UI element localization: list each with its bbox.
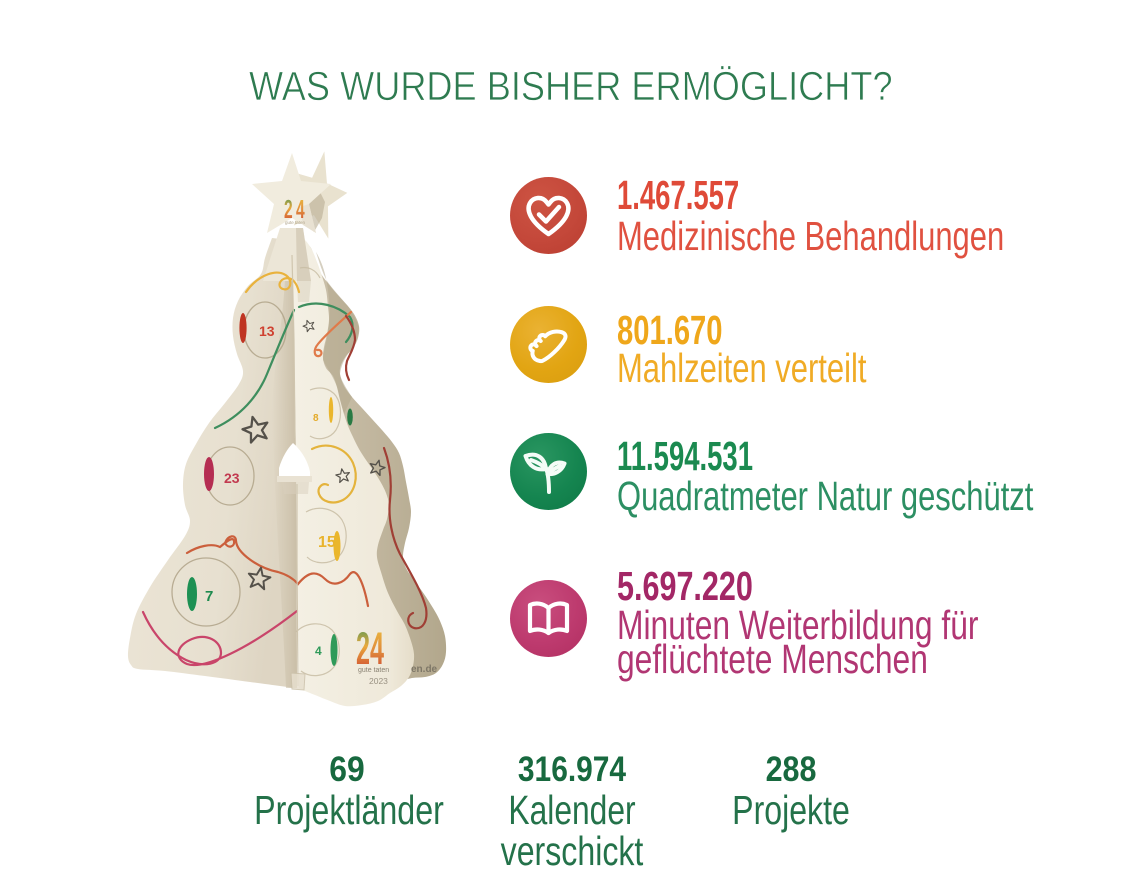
svg-text:2023: 2023	[369, 676, 388, 686]
svg-text:2: 2	[356, 623, 370, 674]
svg-text:en.de: en.de	[411, 664, 438, 675]
svg-text:gute taten: gute taten	[358, 667, 389, 674]
svg-text:4: 4	[315, 644, 322, 658]
svg-text:2: 2	[284, 195, 293, 224]
svg-text:13: 13	[259, 323, 275, 339]
svg-text:23: 23	[224, 470, 240, 486]
svg-text:4: 4	[296, 195, 305, 224]
svg-text:15: 15	[318, 534, 336, 551]
svg-text:8: 8	[313, 413, 319, 424]
svg-text:4: 4	[370, 623, 385, 674]
svg-text:gute taten: gute taten	[285, 220, 306, 225]
svg-text:7: 7	[205, 588, 213, 605]
